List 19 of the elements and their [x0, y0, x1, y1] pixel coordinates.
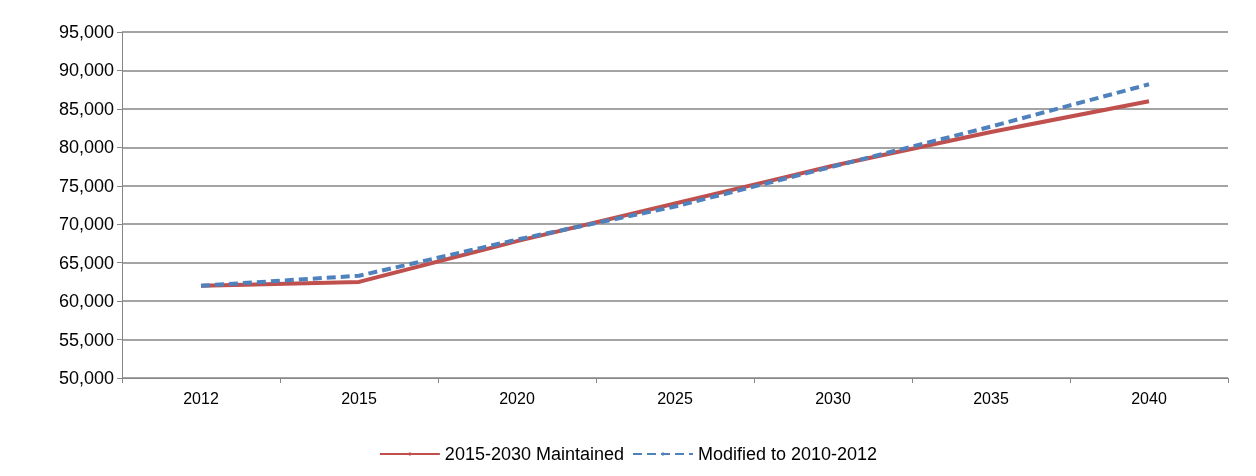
y-tick-label: 55,000: [58, 329, 114, 350]
x-tick-label: 2025: [657, 389, 693, 407]
x-tick-label: 2020: [499, 389, 535, 407]
legend-label: 2015-2030 Maintained: [444, 444, 625, 464]
legend-label: Modified to 2010-2012: [698, 444, 878, 464]
y-tick-label: 85,000: [58, 98, 114, 119]
y-tick-label: 65,000: [58, 252, 114, 273]
x-tick-label: 2035: [973, 389, 1009, 407]
y-tick-label: 80,000: [58, 137, 114, 158]
y-tick-label: 60,000: [58, 291, 114, 312]
x-tick-label: 2012: [183, 389, 219, 407]
y-tick-label: 95,000: [58, 22, 114, 42]
y-tick-label: 90,000: [58, 60, 114, 81]
y-tick-label: 75,000: [58, 175, 114, 196]
x-tick-label: 2030: [815, 389, 851, 407]
x-tick-label: 2015: [341, 389, 377, 407]
x-tick-label: 2040: [1131, 389, 1167, 407]
y-tick-label: 50,000: [58, 368, 114, 388]
y-tick-label: 70,000: [58, 214, 114, 235]
